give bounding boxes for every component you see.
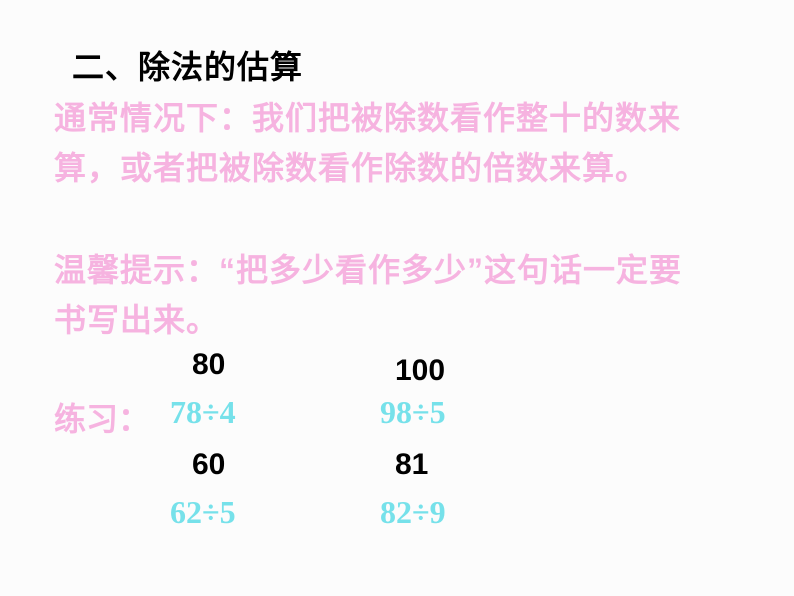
body-paragraph-1: 通常情况下：我们把被除数看作整十的数来算，或者把被除数看作除数的倍数来算。 [54, 94, 714, 193]
hint-row1-col1: 80 [192, 348, 225, 382]
practice-label: 练习： [54, 394, 150, 440]
expr-row2-col2: 82÷9 [380, 494, 446, 531]
hint-row1-col2: 100 [395, 354, 445, 388]
expr-row1-col2: 98÷5 [380, 394, 446, 431]
hint-row2-col2: 81 [395, 448, 428, 482]
section-title: 二、除法的估算 [72, 42, 303, 88]
body-paragraph-2: 温馨提示：“把多少看作多少”这句话一定要书写出来。 [54, 246, 714, 345]
expr-row1-col1: 78÷4 [170, 394, 236, 431]
hint-row2-col1: 60 [192, 448, 225, 482]
expr-row2-col1: 62÷5 [170, 494, 236, 531]
slide: 二、除法的估算 通常情况下：我们把被除数看作整十的数来算，或者把被除数看作除数的… [0, 0, 794, 596]
